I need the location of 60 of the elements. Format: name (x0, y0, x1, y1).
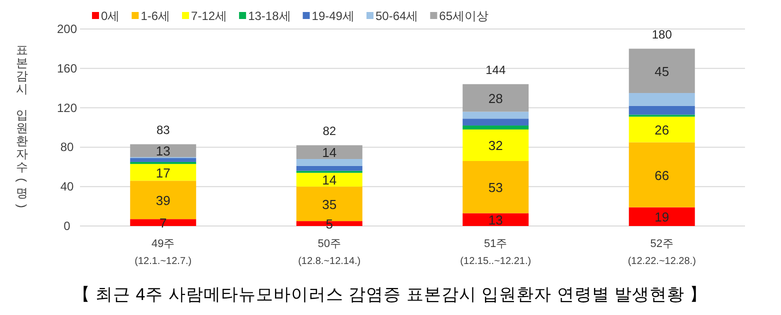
bar (296, 166, 362, 171)
data-label: 66 (654, 168, 670, 183)
bar (628, 116, 695, 142)
y-tick-label: 200 (56, 22, 78, 36)
total-label: 180 (652, 28, 672, 42)
bar (462, 160, 529, 214)
data-label: 32 (488, 138, 503, 154)
data-label: 28 (488, 90, 503, 106)
legend-label: 65세이상 (439, 9, 489, 23)
bar (462, 112, 529, 119)
x-tick-label: 49주 (12.1.~12.7.) (134, 238, 192, 267)
bar (462, 84, 529, 112)
data-label: 26 (654, 122, 670, 138)
bar (296, 145, 362, 160)
y-tick-label: 160 (56, 61, 78, 76)
y-tick-label: 40 (60, 180, 74, 194)
total-label: 83 (156, 123, 170, 138)
bar (296, 159, 362, 166)
y-tick-label: 120 (56, 100, 78, 115)
total-label: 82 (322, 124, 336, 138)
bar (130, 164, 196, 181)
data-label: 45 (654, 64, 670, 79)
bar (296, 186, 362, 222)
data-label: 17 (156, 165, 170, 180)
data-label: 53 (488, 180, 503, 196)
legend-label: 19-49세 (312, 9, 354, 23)
data-label: 19 (654, 210, 670, 225)
bar (462, 129, 529, 161)
y-tick-label: 0 (64, 219, 71, 233)
data-label: 35 (322, 196, 337, 212)
bar (628, 48, 695, 94)
bar (130, 158, 196, 162)
data-label: 13 (488, 212, 503, 228)
text: 【 최근 4주 사람메타뉴모바이러스 감염증 표본감시 입원환자 연령별 발생현황 】 (72, 285, 708, 304)
data-label: 14 (322, 145, 337, 160)
data-label: 14 (322, 172, 337, 188)
bar (130, 144, 196, 158)
bar (628, 93, 695, 106)
bar (296, 172, 362, 187)
x-tick-label: 52주 (12.22.~12.28.) (628, 238, 696, 267)
bar (628, 142, 695, 208)
bar (628, 106, 695, 115)
x-tick-label: 51주 (12.15..~12.21.) (460, 238, 532, 267)
legend-label: 1-6세 (140, 9, 170, 23)
data-label: 13 (156, 144, 170, 159)
legend-label: 7-12세 (191, 9, 228, 23)
bar (628, 207, 695, 226)
bar (130, 219, 196, 226)
data-label: 39 (156, 192, 170, 208)
bar (462, 213, 529, 226)
x-tick-label: 50주 (12.8.~12.14.) (298, 238, 361, 267)
legend-label: 50-64세 (375, 9, 418, 23)
legend-label: 0세 (101, 9, 120, 23)
ylabel: 표본감시 입원환자수(명) (15, 43, 29, 208)
bar (462, 126, 529, 130)
y-tick-label: 80 (60, 140, 74, 154)
total-label: 144 (486, 63, 506, 78)
bar (462, 118, 529, 126)
bar (130, 180, 196, 220)
legend-label: 13-18세 (248, 9, 291, 23)
